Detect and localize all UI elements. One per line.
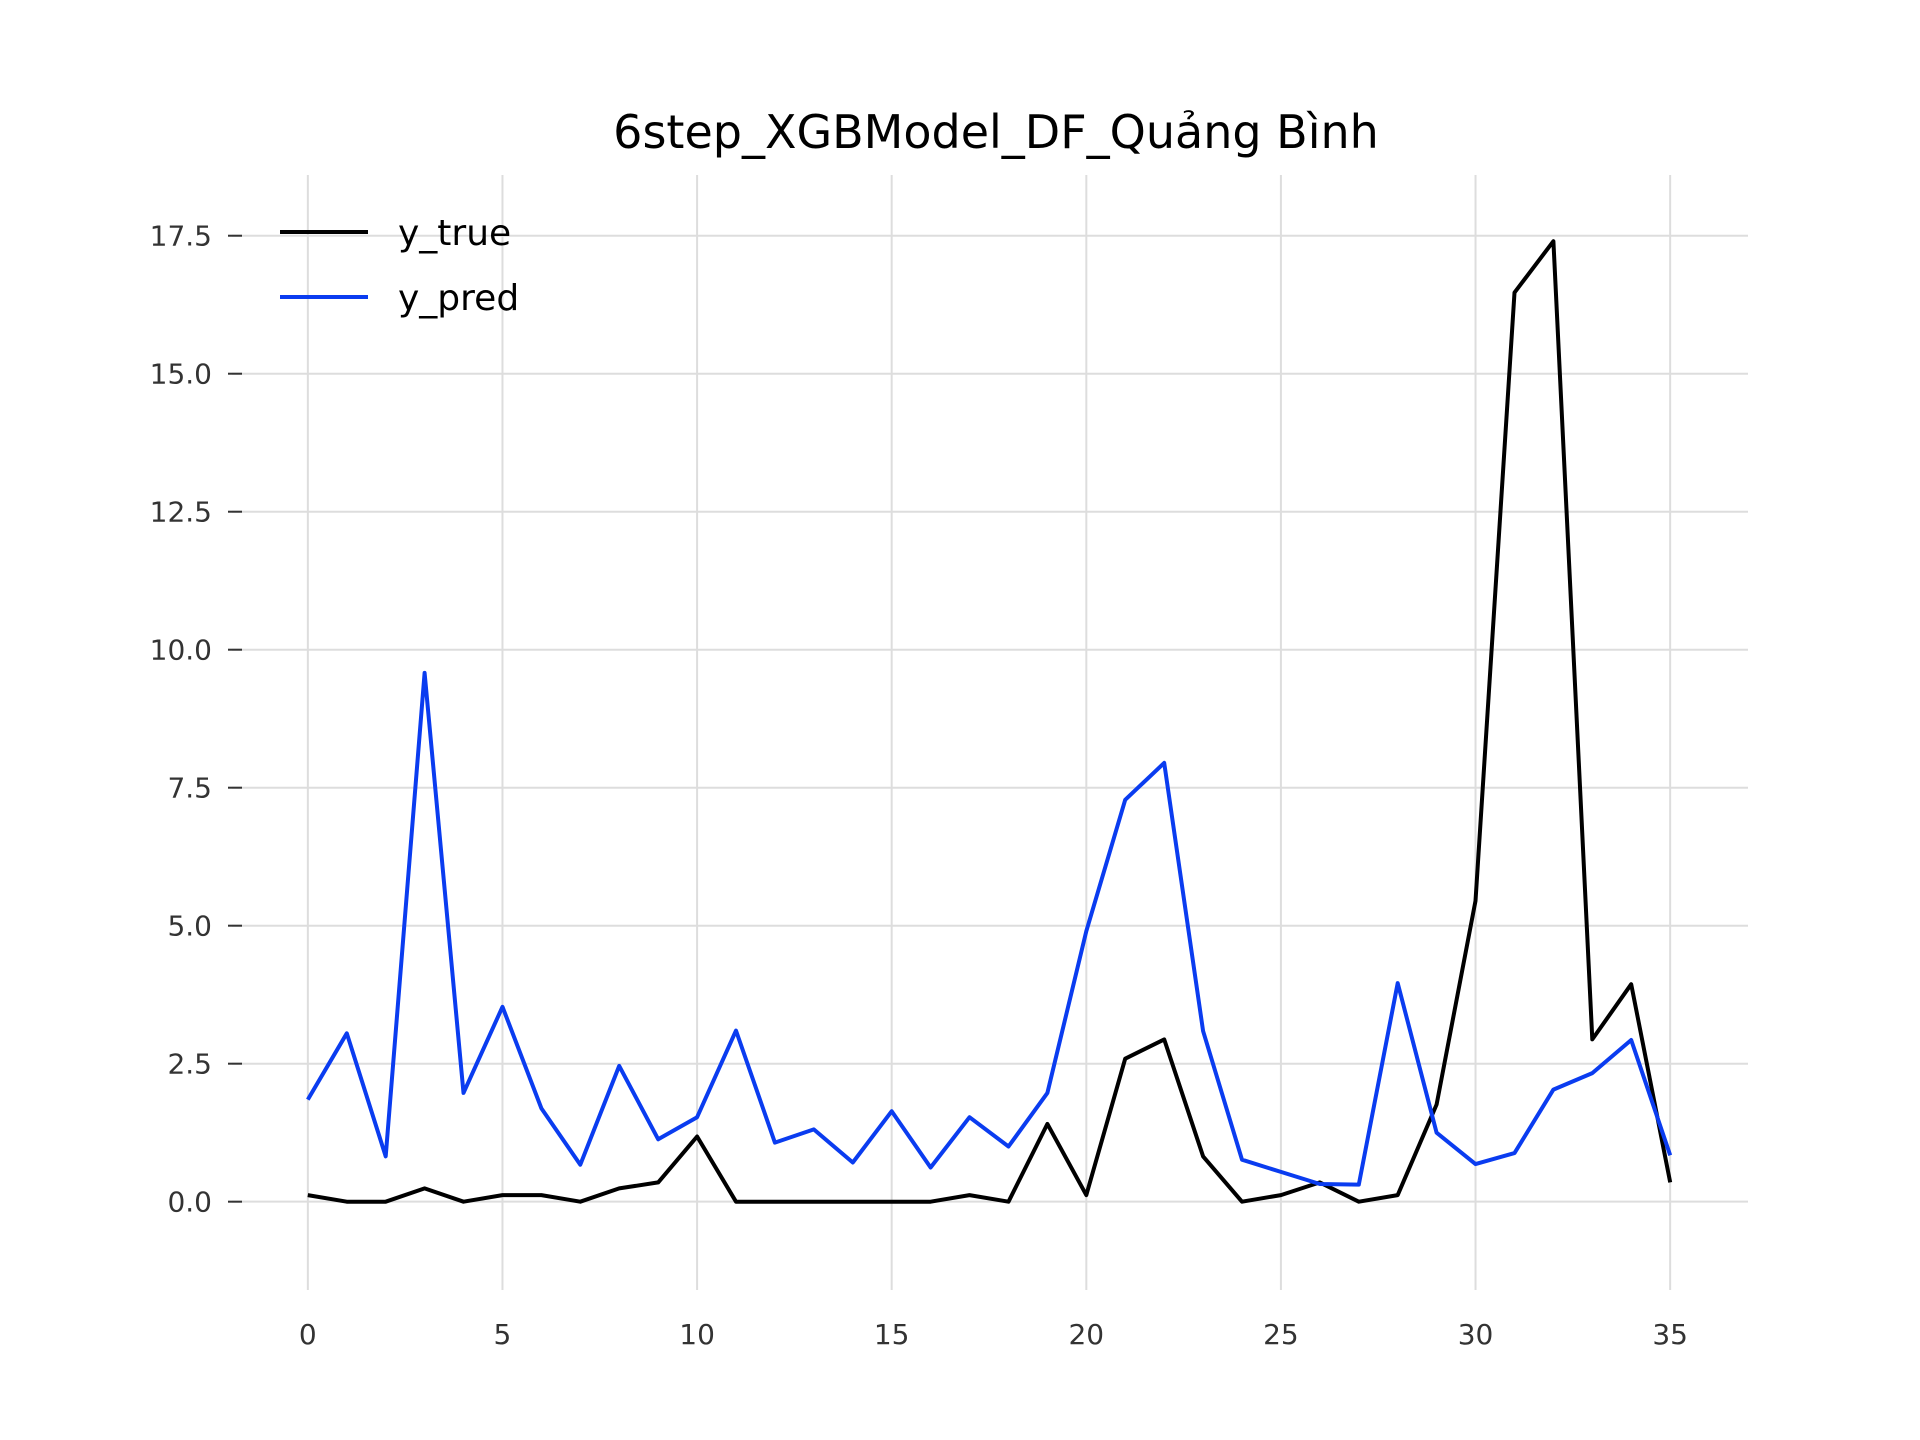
- series-lines: [306, 239, 1673, 1204]
- y-tick-label-7-5: 7.5: [167, 772, 212, 805]
- y-tick-label-15: 15.0: [150, 358, 212, 391]
- legend-label-y-true: y_true: [398, 213, 511, 254]
- x-tick-label-30: 30: [1458, 1318, 1494, 1351]
- x-tick-label-0: 0: [299, 1318, 317, 1351]
- legend: y_true y_pred: [280, 213, 519, 319]
- y-tick-label-2-5: 2.5: [167, 1048, 212, 1081]
- x-tick-label-25: 25: [1263, 1318, 1299, 1351]
- series-line-y-true: [307, 239, 1673, 1204]
- y-tick-label-17-5: 17.5: [150, 220, 212, 253]
- y-tick-label-0: 0.0: [167, 1186, 212, 1219]
- x-tick-label-15: 15: [874, 1318, 910, 1351]
- y-tick-label-10: 10.0: [150, 634, 212, 667]
- series-line-y-pred: [306, 670, 1673, 1187]
- x-tick-label-35: 35: [1652, 1318, 1688, 1351]
- y-tick-label-5: 5.0: [167, 910, 212, 943]
- x-tick-label-20: 20: [1068, 1318, 1104, 1351]
- y-tick-label-12-5: 12.5: [150, 496, 212, 529]
- axis-ticks: 0 5 10 15 20 25 30 35 0.0 2.5 5.0 7.5 10.0 12.5 15.0 17…: [150, 220, 1688, 1351]
- legend-label-y-pred: y_pred: [398, 278, 519, 319]
- grid: [232, 175, 1748, 1290]
- x-tick-label-10: 10: [679, 1318, 715, 1351]
- x-tick-label-5: 5: [494, 1318, 512, 1351]
- chart-title: 6step_XGBModel_DF_Quảng Bình: [613, 105, 1379, 159]
